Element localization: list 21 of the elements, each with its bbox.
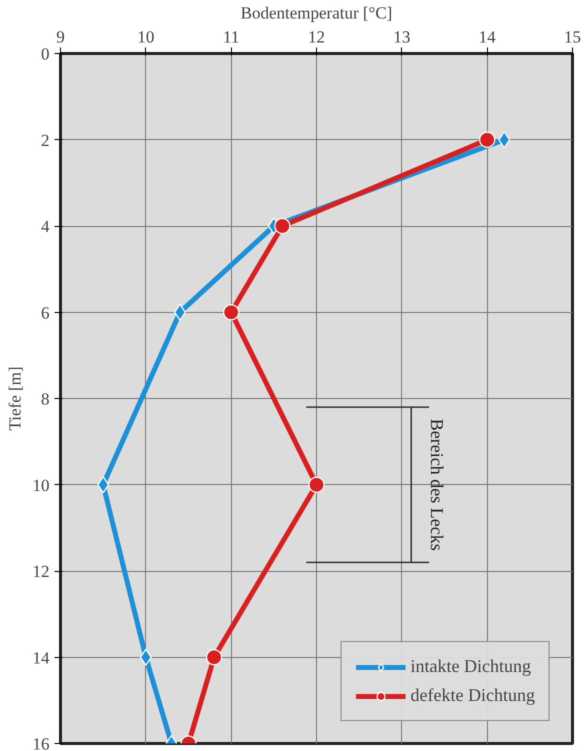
y-axis-title: Tiefe [m] [6, 366, 24, 431]
x-tick-label: 14 [478, 28, 496, 46]
x-tick-label: 9 [56, 28, 65, 46]
y-tick-label: 14 [32, 648, 50, 668]
annotation: Bereich des Lecks [426, 418, 447, 551]
y-tick-label: 12 [32, 562, 50, 581]
x-tick-label: 11 [222, 28, 240, 46]
x-tick-label: 12 [308, 28, 325, 46]
y-tick-label: 6 [41, 303, 50, 322]
x-tick-label: 10 [137, 28, 154, 46]
y-tick-label: 2 [41, 130, 50, 150]
y-tick-label: 16 [32, 734, 50, 751]
legend-label: defekte Dichtung [410, 685, 535, 706]
y-tick-label: 4 [41, 217, 50, 236]
y-tick-label: 10 [32, 476, 50, 495]
y-tick-label: 8 [41, 390, 50, 408]
x-tick-label: 15 [564, 28, 581, 46]
x-axis-title: Bodentemperatur [°C] [240, 4, 392, 22]
y-tick-label: 0 [41, 44, 50, 64]
legend-label: intakte Dichtung [410, 656, 532, 677]
x-tick-label: 13 [393, 28, 410, 46]
